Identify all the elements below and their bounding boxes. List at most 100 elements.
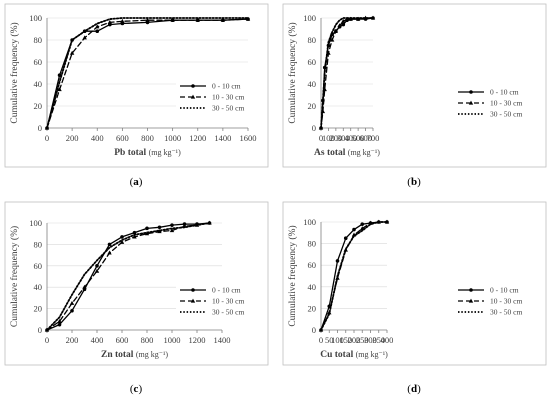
x-axis-title-unit: (mg kg⁻¹) [356, 350, 389, 359]
data-point [69, 50, 75, 55]
data-point [157, 225, 162, 230]
data-point [145, 226, 149, 231]
x-tick-label: 0 [45, 335, 49, 345]
y-tick-label: 20 [308, 303, 317, 313]
legend-label: 30 - 50 cm [490, 110, 522, 119]
x-axis-title-unit: (mg kg⁻¹) [348, 148, 381, 157]
y-tick-label: 80 [308, 239, 317, 249]
x-tick-label: 400 [344, 133, 357, 143]
x-axis-title-variable: As total [314, 148, 348, 158]
legend-box [176, 283, 254, 321]
series-line-2 [46, 18, 249, 129]
x-tick-label: 200 [348, 335, 361, 345]
legend-marker [468, 100, 474, 105]
data-point [352, 227, 356, 232]
data-point [94, 268, 100, 273]
legend: 0 - 10 cm 10 - 30 cm 30 - 50 cm [176, 79, 254, 117]
legend-label: 0 - 10 cm [490, 88, 519, 97]
y-tick-label: 100 [29, 218, 42, 228]
legend-marker [469, 288, 473, 292]
x-tick-label: 1400 [214, 335, 231, 345]
legend-label: 10 - 30 cm [490, 297, 522, 306]
x-tick-label: 400 [91, 133, 104, 143]
legend-label: 10 - 30 cm [490, 99, 522, 108]
data-point [145, 17, 150, 22]
y-tick-label: 80 [34, 239, 43, 249]
x-tick-label: 1200 [189, 133, 206, 143]
legend: 0 - 10 cm 10 - 30 cm 30 - 50 cm [454, 85, 532, 123]
data-point [170, 223, 174, 227]
data-point [245, 16, 251, 21]
panel-caption: (b) [407, 176, 421, 188]
y-tick-label: 100 [29, 13, 42, 23]
y-tick-label: 20 [34, 304, 43, 314]
y-tick-label: 60 [308, 57, 317, 67]
data-point [57, 322, 62, 327]
legend-marker [190, 298, 196, 303]
data-point [337, 23, 342, 28]
data-point [170, 17, 175, 22]
x-tick-label: 1000 [164, 335, 181, 345]
y-axis-title: Cumulative frequency (%) [9, 226, 20, 327]
x-tick-label: 600 [116, 133, 129, 143]
x-axis-title: As total (mg kg⁻¹) [314, 148, 380, 158]
data-point [220, 17, 226, 22]
x-tick-label: 800 [141, 133, 154, 143]
y-tick-label: 60 [34, 57, 43, 67]
panel-caption: (a) [130, 176, 143, 188]
x-tick-label: 1200 [189, 335, 206, 345]
x-axis-title-variable: Zn total [101, 350, 136, 360]
data-point [343, 236, 348, 240]
legend-label: 10 - 30 cm [212, 297, 244, 306]
legend-marker [190, 94, 196, 99]
y-tick-label: 0 [312, 123, 316, 133]
data-point [95, 29, 100, 33]
x-tick-label: 0 [45, 133, 49, 143]
legend-label: 10 - 30 cm [212, 93, 244, 102]
x-tick-label: 1400 [214, 133, 231, 143]
x-tick-label: 0 [319, 335, 323, 345]
legend-marker [469, 90, 473, 94]
y-tick-label: 100 [303, 217, 316, 227]
legend-box [176, 79, 254, 117]
x-tick-label: 1000 [164, 133, 181, 143]
legend-marker [191, 288, 195, 292]
x-tick-label: 500 [352, 133, 365, 143]
panel-caption: (d) [407, 383, 421, 395]
data-point [95, 264, 99, 268]
series-line-3 [320, 221, 388, 331]
x-tick-label: 100 [322, 133, 335, 143]
data-point [69, 300, 75, 305]
legend-label: 0 - 10 cm [490, 286, 519, 295]
x-axis-title: Zn total (mg kg⁻¹) [101, 350, 168, 360]
y-axis-title: Cumulative frequency (%) [9, 22, 20, 123]
x-tick-label: 200 [66, 335, 79, 345]
legend-label: 30 - 50 cm [490, 308, 522, 317]
data-point [333, 28, 339, 33]
x-tick-label: 200 [329, 133, 342, 143]
x-axis-title: Pb total (mg kg⁻¹) [114, 148, 181, 158]
y-tick-label: 0 [38, 325, 42, 335]
y-tick-label: 20 [308, 101, 317, 111]
data-point [95, 24, 100, 29]
x-tick-label: 600 [116, 335, 129, 345]
x-axis-title-variable: Cu total [320, 350, 355, 360]
legend-box [454, 283, 532, 321]
x-axis-title-unit: (mg kg⁻¹) [149, 148, 182, 157]
x-tick-label: 300 [337, 133, 350, 143]
x-tick-label: 400 [381, 335, 394, 345]
data-point [119, 239, 125, 244]
legend: 0 - 10 cm 10 - 30 cm 30 - 50 cm [176, 283, 254, 321]
data-point [335, 259, 340, 263]
series-line-1 [46, 222, 211, 331]
data-point [132, 234, 137, 239]
data-point [360, 222, 365, 226]
data-point [157, 229, 162, 234]
legend-label: 30 - 50 cm [212, 104, 244, 113]
x-tick-label: 700 [367, 133, 380, 143]
